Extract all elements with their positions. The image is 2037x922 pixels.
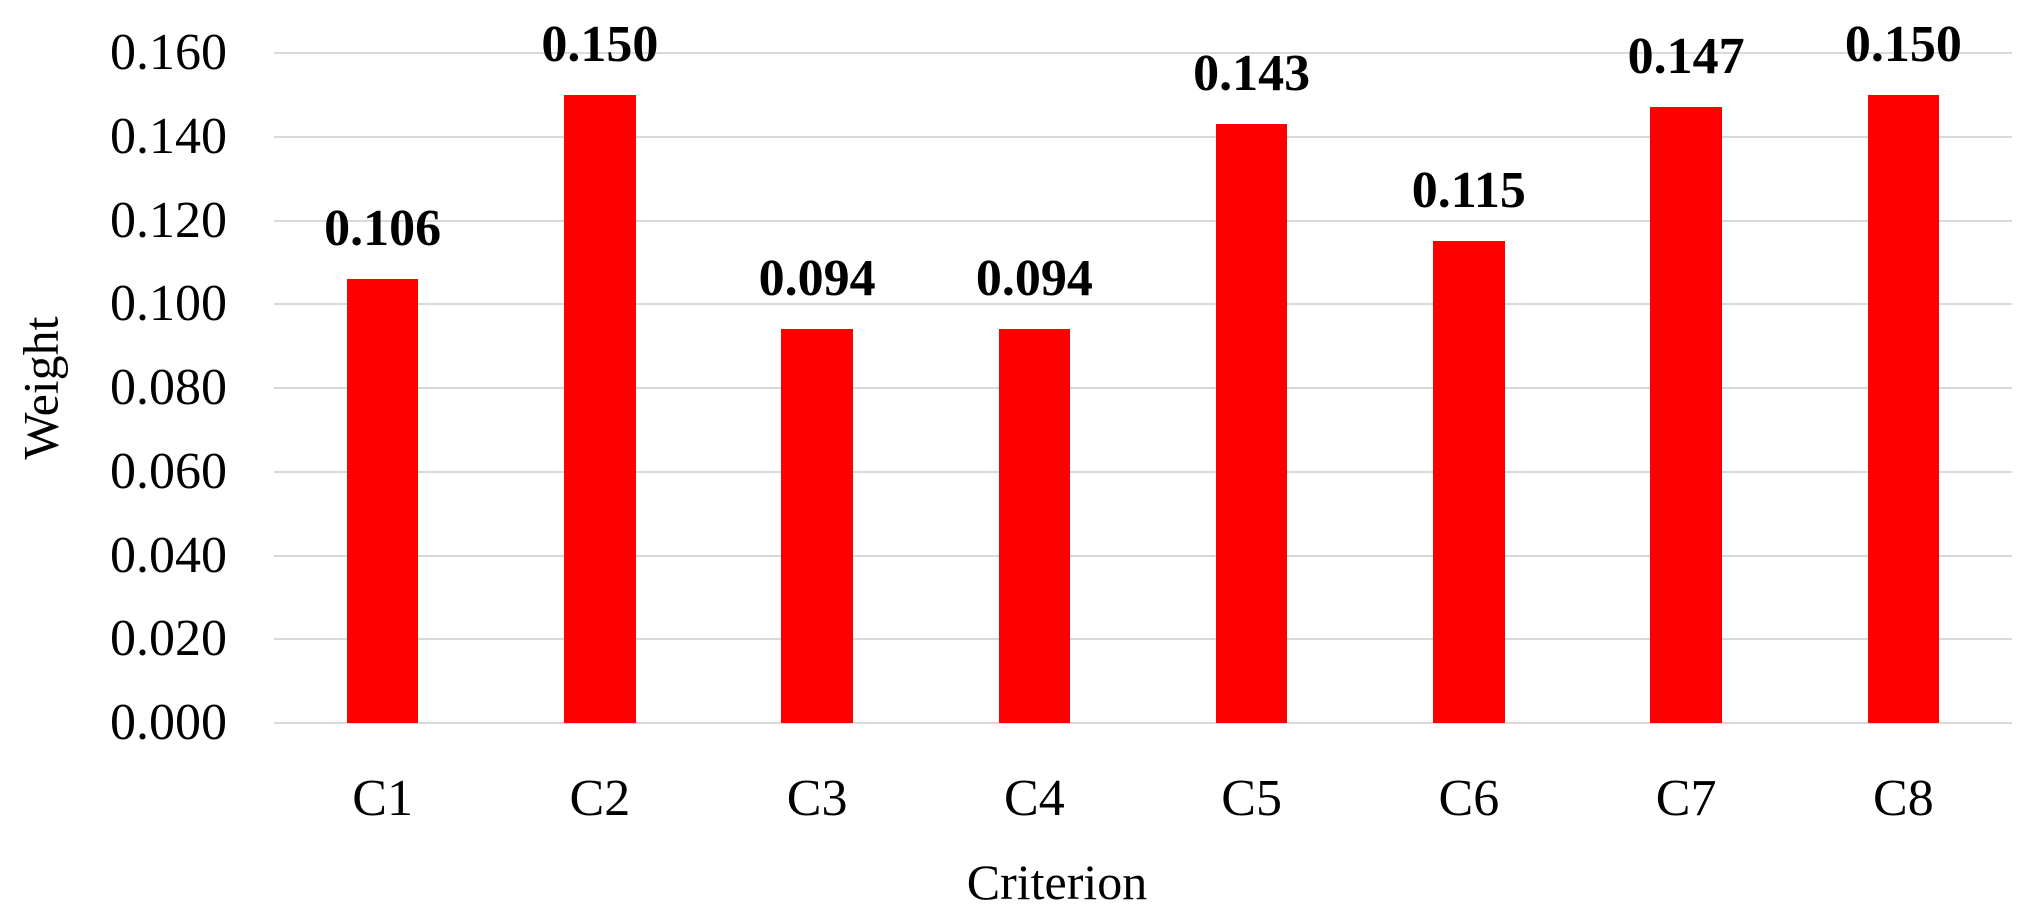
x-category-label-c1: C1 xyxy=(352,770,413,827)
y-tick-label: 0.100 xyxy=(110,275,227,333)
y-axis-tick-labels: 0.000 0.020 0.040 0.060 0.080 0.100 0.120 0.140… xyxy=(0,27,227,749)
bar-c6 xyxy=(1433,241,1505,723)
bar-value-label-c5: 0.143 xyxy=(1193,45,1311,103)
bar-slot-c4: 0.094 xyxy=(926,53,1143,723)
x-category-label-c4: C4 xyxy=(1004,770,1065,827)
gridline xyxy=(274,52,2012,54)
bar-value-label-c2: 0.150 xyxy=(541,15,659,73)
x-category-label-c3: C3 xyxy=(786,770,848,827)
x-category-label-c7: C7 xyxy=(1655,770,1717,827)
gridline xyxy=(274,303,2012,306)
gridline xyxy=(274,219,2012,222)
bar-c1 xyxy=(346,279,419,723)
gridline xyxy=(274,554,2012,557)
bar-slot-c6: 0.115 xyxy=(1360,53,1577,723)
y-tick-label: 0.040 xyxy=(110,526,227,584)
x-category-label-c5: C5 xyxy=(1221,770,1282,827)
bar-c7 xyxy=(1650,107,1722,723)
y-tick-label: 0.120 xyxy=(110,191,227,249)
y-tick-label: 0.060 xyxy=(110,442,227,500)
bar-slot-c8: 0.150 xyxy=(1795,18,2012,723)
y-tick-label: 0.000 xyxy=(110,694,227,751)
x-axis-category-labels: C1 C2 C3 C4 C5 C6 C7 C8 xyxy=(274,768,2012,830)
bar-slot-c2: 0.150 xyxy=(491,18,708,723)
y-tick-label: 0.020 xyxy=(110,610,227,668)
bar-c4 xyxy=(998,329,1071,723)
x-axis-title-text: Criterion xyxy=(966,854,1148,910)
bar-value-label-c8: 0.150 xyxy=(1844,15,1962,73)
gridline xyxy=(274,722,2012,724)
x-category-label-c6: C6 xyxy=(1438,770,1500,827)
bar-value-label-c6: 0.115 xyxy=(1411,162,1526,220)
bar-slot-c5: 0.143 xyxy=(1143,48,1360,723)
gridline xyxy=(274,387,2012,389)
bar-c2 xyxy=(564,94,636,723)
bar-c5 xyxy=(1215,124,1288,723)
bar-value-label-c1: 0.106 xyxy=(324,200,442,258)
plot-area: 0.106 0.150 0.094 0.094 0.143 0.115 0.147 0.150 xyxy=(274,18,2012,724)
bar-value-label-c3: 0.094 xyxy=(758,250,876,308)
bar-c8 xyxy=(1867,94,1940,723)
x-category-label-c2: C2 xyxy=(569,770,631,827)
y-tick-label: 0.140 xyxy=(110,107,227,165)
x-axis-title: Criterion xyxy=(188,852,1926,912)
gridline xyxy=(274,638,2012,641)
y-tick-label: 0.080 xyxy=(110,359,227,416)
x-category-label-c8: C8 xyxy=(1873,770,1934,827)
gridline xyxy=(274,470,2012,473)
bar-value-label-c7: 0.147 xyxy=(1627,28,1745,86)
y-tick-label: 0.160 xyxy=(110,24,227,81)
bar-c3 xyxy=(781,329,853,723)
bar-value-label-c4: 0.094 xyxy=(975,250,1093,308)
bar-slot-c7: 0.147 xyxy=(1578,31,1795,723)
gridline xyxy=(274,135,2012,138)
bar-slot-c1: 0.106 xyxy=(274,53,491,723)
bar-slot-c3: 0.094 xyxy=(709,53,926,723)
